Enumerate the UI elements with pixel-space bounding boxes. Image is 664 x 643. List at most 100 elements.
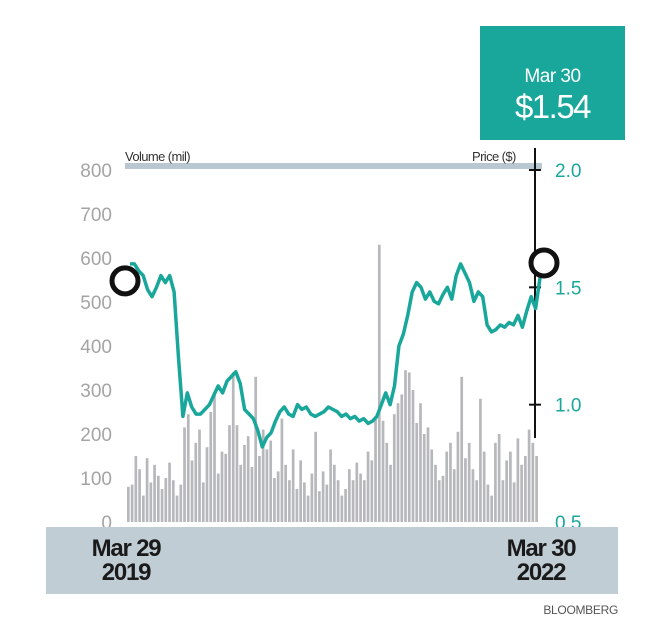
volume-bar (486, 484, 490, 522)
volume-bar (231, 372, 235, 522)
volume-bar (209, 412, 213, 522)
volume-bar (216, 473, 220, 522)
volume-bar (329, 449, 332, 522)
volume-bar (366, 451, 370, 522)
volume-bars (127, 244, 538, 523)
volume-bar (355, 462, 359, 522)
volume-bar (471, 469, 475, 522)
volume-bar (422, 434, 426, 522)
volume-bar (475, 480, 479, 522)
price-tick-label: 1.0 (555, 396, 581, 417)
volume-bar (437, 480, 441, 522)
volume-bar (505, 460, 508, 522)
volume-bar (280, 418, 284, 522)
volume-bar (171, 480, 175, 522)
volume-bar (321, 471, 325, 522)
volume-bar (138, 469, 141, 522)
end-date-month: Mar 30 (506, 535, 577, 562)
volume-bar (303, 482, 306, 522)
volume-bar (520, 464, 523, 522)
volume-bar (434, 464, 437, 522)
price-line (130, 262, 542, 449)
volume-bar (347, 469, 351, 522)
source-credit: BLOOMBERG (543, 603, 618, 617)
volume-bar (396, 403, 400, 522)
start-date-year: 2019 (101, 559, 152, 586)
volume-bar (306, 495, 310, 522)
volume-bar (445, 451, 449, 522)
volume-bar (265, 449, 269, 522)
volume-bar (235, 425, 239, 522)
volume-bar (467, 442, 471, 522)
volume-tick-label: 800 (80, 161, 112, 182)
volume-tick-label: 200 (80, 425, 112, 446)
volume-bar (419, 403, 422, 522)
volume-bar (239, 464, 243, 522)
volume-bar (220, 451, 224, 522)
volume-bar (385, 442, 389, 522)
volume-bar (400, 394, 404, 522)
volume-bar (449, 442, 452, 522)
end-date: Mar 30 2022 (494, 537, 588, 585)
volume-bar (190, 460, 194, 522)
volume-bar (179, 484, 183, 522)
date-band (46, 527, 618, 594)
volume-bar (464, 458, 467, 522)
volume-bar (250, 467, 254, 522)
volume-bar (149, 482, 153, 522)
price-tick-label: 2.0 (555, 161, 581, 182)
volume-bar (291, 449, 295, 522)
volume-tick-label: 0 (101, 513, 112, 534)
volume-bar (314, 431, 317, 522)
volume-bar (160, 489, 164, 522)
volume-bar (246, 436, 250, 522)
volume-bar (392, 414, 396, 522)
volume-bar (535, 456, 538, 522)
volume-axis: 800 700 600 500 400 300 200 100 0 (80, 161, 112, 534)
volume-axis-title: Volume (mil) (125, 149, 191, 164)
callout-price: $1.54 (514, 88, 592, 125)
volume-bar (479, 398, 482, 522)
volume-bar (205, 447, 209, 522)
volume-bar (415, 423, 419, 522)
volume-bar (273, 478, 276, 522)
end-price-marker (528, 247, 560, 279)
volume-bar (351, 480, 355, 522)
end-date-year: 2022 (516, 559, 567, 586)
volume-bar (130, 484, 134, 522)
volume-bar (527, 429, 531, 522)
volume-bar (224, 453, 228, 522)
volume-tick-label: 400 (80, 337, 112, 358)
volume-bar (494, 442, 497, 522)
volume-bar (295, 489, 299, 522)
volume-bar (299, 460, 302, 522)
volume-bar (201, 482, 205, 522)
volume-bar (198, 429, 201, 522)
callout-date: Mar 30 (524, 66, 581, 87)
volume-bar (243, 445, 246, 522)
volume-bar (156, 475, 160, 522)
volume-bar (153, 464, 156, 522)
volume-bar (344, 489, 347, 522)
volume-bar (456, 431, 460, 522)
volume-bar (261, 429, 265, 522)
volume-bar (452, 469, 456, 522)
volume-bar (164, 478, 168, 522)
volume-bar (404, 370, 407, 522)
start-date: Mar 29 2019 (82, 537, 170, 585)
volume-bar (258, 456, 261, 522)
volume-bar (269, 440, 273, 522)
volume-bar (288, 480, 291, 522)
volume-bar (509, 451, 512, 522)
volume-bar (389, 464, 392, 522)
volume-bar (284, 464, 288, 522)
volume-tick-label: 700 (80, 205, 112, 226)
volume-bar (460, 376, 464, 522)
volume-bar (127, 486, 130, 522)
latest-price-callout: Mar 30 $1.54 (480, 26, 625, 140)
volume-bar (333, 464, 336, 522)
start-price-marker (109, 265, 141, 297)
volume-tick-label: 300 (80, 381, 112, 402)
volume-bar (441, 475, 445, 522)
